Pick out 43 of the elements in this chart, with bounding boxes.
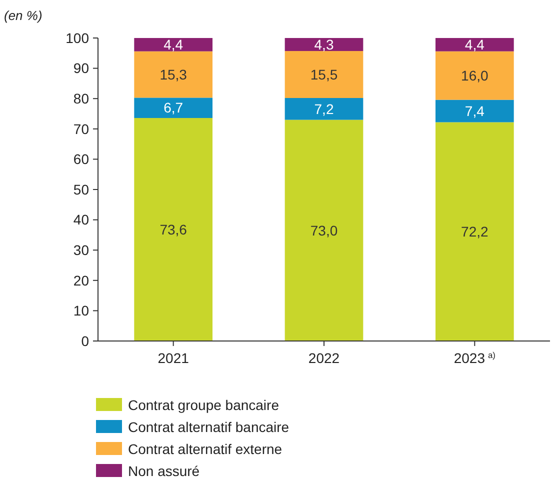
- x-tick-label: 2022: [308, 350, 340, 366]
- y-tick-label: 90: [73, 60, 90, 76]
- y-tick-label: 10: [73, 302, 90, 319]
- legend-label: Contrat groupe bancaire: [128, 396, 280, 413]
- data-label: 7,4: [464, 102, 485, 119]
- data-label: 73,0: [310, 222, 338, 238]
- bar: [284, 98, 364, 120]
- bar: [435, 38, 514, 52]
- legend-label: Contrat alternatif bancaire: [128, 418, 290, 435]
- data-label: 4,4: [164, 36, 184, 53]
- data-label: 6,7: [164, 100, 184, 116]
- bar: [284, 120, 364, 341]
- y-tick-label: 30: [73, 242, 90, 258]
- y-tick-label: 60: [73, 151, 90, 168]
- y-tick-label: 100: [66, 30, 90, 46]
- data-label: 4,3: [314, 36, 334, 52]
- bar: [284, 51, 364, 98]
- data-label: 16,0: [461, 67, 489, 84]
- bar: [134, 38, 213, 52]
- legend-label: Non assuré: [128, 462, 200, 479]
- data-label: 7,2: [314, 100, 334, 117]
- y-tick-label: 20: [73, 272, 90, 288]
- bar: [435, 122, 514, 341]
- y-axis-title: (en %): [4, 8, 42, 23]
- x-tick-label: 2021: [158, 350, 190, 366]
- data-label: 73,6: [160, 221, 188, 238]
- bar: [134, 51, 213, 98]
- x-tick-label: 2023$^{a)}$: [454, 350, 496, 366]
- y-tick-label: 50: [73, 181, 90, 198]
- bar: [435, 100, 514, 122]
- data-label: 15,5: [310, 66, 338, 82]
- legend-label: Contrat alternatif externe: [128, 440, 282, 457]
- y-tick-label: 80: [73, 90, 90, 106]
- bar: [134, 118, 213, 341]
- bar: [134, 98, 213, 118]
- bar: [284, 38, 364, 52]
- y-tick-label: 0: [81, 332, 90, 349]
- y-tick-label: 40: [73, 212, 90, 228]
- bar: [435, 51, 514, 100]
- data-label: 72,2: [461, 224, 489, 240]
- data-label: 4,4: [464, 36, 485, 53]
- y-tick-label: 70: [73, 120, 90, 137]
- data-label: 15,3: [160, 66, 188, 82]
